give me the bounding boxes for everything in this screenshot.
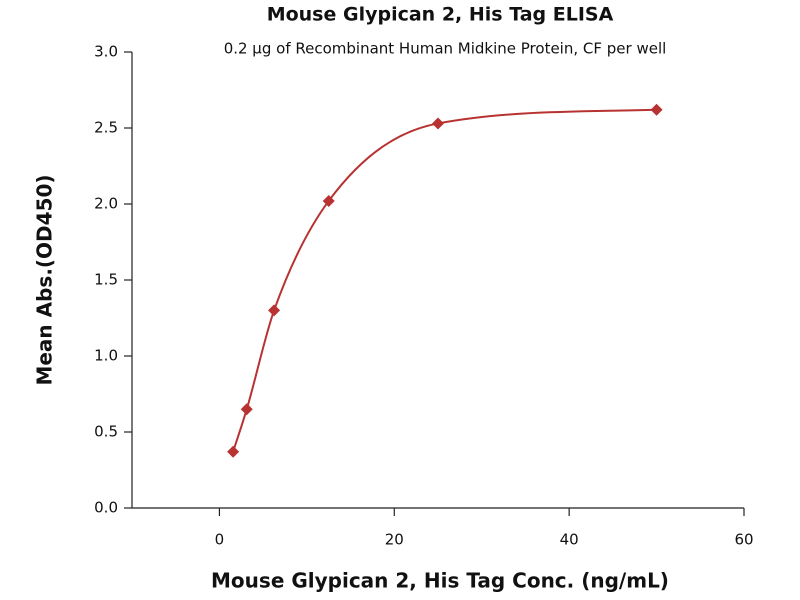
- data-point: [432, 117, 444, 130]
- x-tick-label: 0: [215, 531, 225, 549]
- y-tick-label: 1.5: [94, 271, 118, 289]
- y-tick-label: 2.0: [94, 195, 118, 213]
- y-tick-label: 0.5: [94, 423, 118, 441]
- chart-title: Mouse Glypican 2, His Tag ELISA: [267, 4, 614, 26]
- y-tick-label: 3.0: [94, 43, 118, 61]
- y-tick-label: 2.5: [94, 119, 118, 137]
- data-point: [227, 445, 240, 458]
- data-point: [240, 403, 253, 416]
- y-tick-label: 1.0: [94, 347, 118, 365]
- x-tick-label: 60: [734, 531, 753, 549]
- data-point: [322, 194, 335, 207]
- y-tick-label: 0.0: [94, 499, 118, 517]
- data-point: [268, 304, 281, 317]
- data-point: [650, 103, 663, 116]
- fit-curve: [232, 108, 657, 453]
- x-axis-label: Mouse Glypican 2, His Tag Conc. (ng/mL): [211, 569, 669, 593]
- x-tick-label: 20: [385, 531, 404, 549]
- chart-subtitle: 0.2 μg of Recombinant Human Midkine Prot…: [224, 40, 667, 58]
- x-tick-label: 40: [560, 531, 579, 549]
- y-axis-label: Mean Abs.(OD450): [33, 174, 57, 385]
